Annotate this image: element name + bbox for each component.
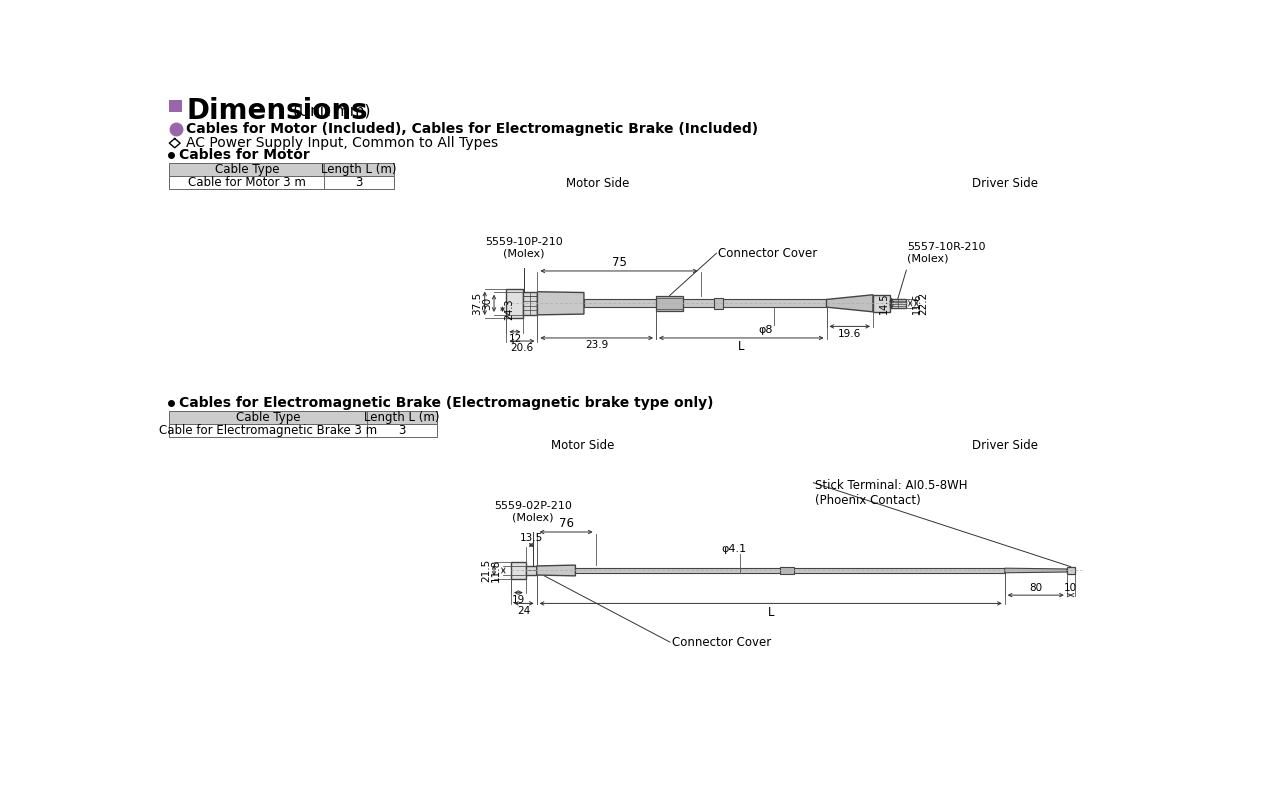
Bar bbox=[507, 289, 524, 318]
Text: φ4.1: φ4.1 bbox=[721, 544, 746, 553]
Bar bbox=[780, 567, 794, 574]
Text: 10: 10 bbox=[1064, 583, 1078, 593]
Text: 5559-10P-210
(Molex): 5559-10P-210 (Molex) bbox=[485, 237, 563, 258]
Text: Dimensions: Dimensions bbox=[187, 97, 367, 125]
Text: Connector Cover: Connector Cover bbox=[672, 635, 771, 649]
Text: 11.8: 11.8 bbox=[492, 559, 500, 582]
Text: 30: 30 bbox=[481, 297, 492, 310]
Text: (Unit mm): (Unit mm) bbox=[293, 103, 371, 118]
Text: 24: 24 bbox=[517, 606, 530, 615]
Bar bbox=[576, 568, 1005, 573]
Text: Cables for Motor: Cables for Motor bbox=[179, 149, 310, 162]
Polygon shape bbox=[827, 295, 873, 312]
Text: 5557-10R-210
(Molex): 5557-10R-210 (Molex) bbox=[908, 242, 986, 263]
Text: L: L bbox=[768, 606, 774, 619]
Text: 23.9: 23.9 bbox=[585, 340, 608, 351]
Text: Length L (m): Length L (m) bbox=[364, 411, 439, 425]
Text: 12: 12 bbox=[508, 334, 521, 344]
Bar bbox=[1066, 567, 1074, 574]
Bar bbox=[169, 163, 394, 176]
Bar bbox=[714, 298, 723, 308]
Text: 80: 80 bbox=[1029, 583, 1042, 593]
Text: φ8: φ8 bbox=[759, 325, 773, 335]
Bar bbox=[657, 296, 684, 311]
Text: Length L (m): Length L (m) bbox=[321, 163, 397, 176]
Bar bbox=[169, 425, 436, 437]
Polygon shape bbox=[536, 565, 576, 576]
Bar bbox=[526, 566, 536, 575]
Text: Cables for Electromagnetic Brake (Electromagnetic brake type only): Cables for Electromagnetic Brake (Electr… bbox=[179, 397, 713, 410]
Text: 21.5: 21.5 bbox=[481, 559, 492, 582]
Text: Driver Side: Driver Side bbox=[972, 440, 1038, 452]
Text: 76: 76 bbox=[558, 517, 573, 529]
Text: 11.6: 11.6 bbox=[911, 293, 922, 314]
Text: Motor Side: Motor Side bbox=[550, 440, 614, 452]
Text: 13.5: 13.5 bbox=[520, 533, 543, 543]
Text: Cable Type: Cable Type bbox=[215, 163, 279, 176]
Bar bbox=[584, 300, 827, 307]
Text: 14.5: 14.5 bbox=[879, 293, 890, 314]
Text: 19.6: 19.6 bbox=[838, 328, 861, 339]
Text: 20.6: 20.6 bbox=[511, 343, 534, 353]
Text: Driver Side: Driver Side bbox=[972, 177, 1038, 191]
Bar bbox=[873, 295, 890, 312]
Text: Cables for Motor (Included), Cables for Electromagnetic Brake (Included): Cables for Motor (Included), Cables for … bbox=[186, 122, 758, 135]
Polygon shape bbox=[538, 292, 584, 315]
Bar bbox=[511, 562, 526, 579]
Text: Cable for Motor 3 m: Cable for Motor 3 m bbox=[188, 176, 306, 189]
Text: Cable for Electromagnetic Brake 3 m: Cable for Electromagnetic Brake 3 m bbox=[159, 425, 378, 437]
Text: 3: 3 bbox=[398, 425, 406, 437]
Text: 75: 75 bbox=[612, 256, 626, 269]
Polygon shape bbox=[1005, 568, 1066, 573]
Bar bbox=[169, 176, 394, 189]
Bar bbox=[169, 100, 182, 112]
Text: 22.2: 22.2 bbox=[919, 292, 929, 315]
Text: Motor Side: Motor Side bbox=[566, 177, 630, 191]
Bar bbox=[524, 292, 538, 315]
Text: 19: 19 bbox=[512, 595, 525, 605]
Text: Cable Type: Cable Type bbox=[236, 411, 301, 425]
Text: Connector Cover: Connector Cover bbox=[718, 246, 817, 260]
Text: 37.5: 37.5 bbox=[472, 292, 483, 315]
Text: L: L bbox=[739, 340, 745, 353]
Text: Stick Terminal: AI0.5-8WH
(Phoenix Contact): Stick Terminal: AI0.5-8WH (Phoenix Conta… bbox=[815, 479, 968, 507]
Text: AC Power Supply Input, Common to All Types: AC Power Supply Input, Common to All Typ… bbox=[186, 136, 498, 150]
Text: 24.3: 24.3 bbox=[504, 298, 515, 320]
Text: 3: 3 bbox=[356, 176, 362, 189]
Bar bbox=[169, 411, 436, 425]
Bar bbox=[890, 299, 905, 308]
Text: 5559-02P-210
(Molex): 5559-02P-210 (Molex) bbox=[494, 501, 572, 523]
